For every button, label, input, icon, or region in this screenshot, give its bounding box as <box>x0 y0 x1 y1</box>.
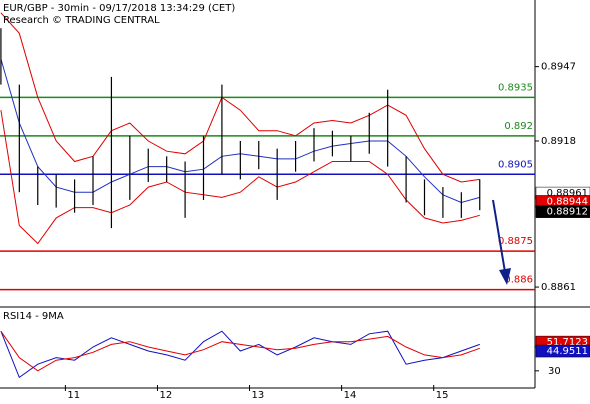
y-tick-label: 0.8947 <box>541 62 576 73</box>
x-tick-label: 15 <box>436 390 449 400</box>
chart-subtitle: Research © TRADING CENTRAL <box>3 15 160 26</box>
y-tick-label: 0.8918 <box>541 136 576 147</box>
level-label: 0.892 <box>504 121 533 132</box>
rsi-line <box>0 330 480 372</box>
forecast-arrow <box>492 199 506 273</box>
level-label-bg <box>500 235 534 248</box>
chart-title: EUR/GBP - 30min - 09/17/2018 13:34:29 (C… <box>3 3 235 14</box>
rsi-line <box>0 330 480 379</box>
price-tag-label: 51.7123 <box>547 337 588 348</box>
x-tick-label: 13 <box>252 390 265 400</box>
level-label-bg <box>500 158 534 171</box>
arrow-head <box>499 268 511 285</box>
price-tag <box>535 344 590 358</box>
price-tag-label: 44.9511 <box>547 346 588 357</box>
level-label: 0.8935 <box>498 82 533 93</box>
price-tag-label: 0.88961 <box>547 188 588 199</box>
price-tag-label: 0.88912 <box>547 207 588 218</box>
level-label-bg <box>500 119 534 132</box>
price-tag <box>535 205 590 218</box>
indicator-line <box>0 12 480 183</box>
x-tick-label: 11 <box>67 390 80 400</box>
indicator-line <box>0 58 480 204</box>
indicator-line <box>0 110 480 245</box>
level-label: 0.8905 <box>498 159 533 170</box>
y-tick-label: 30 <box>548 366 561 377</box>
price-tag-label: 0.88944 <box>547 196 588 207</box>
rsi-title: RSI14 - 9MA <box>3 311 64 322</box>
y-tick-label: 0.8861 <box>541 282 576 293</box>
level-label: 0.8875 <box>498 236 533 247</box>
level-label-bg <box>500 81 534 94</box>
x-tick-label: 14 <box>344 390 357 400</box>
level-label: 0.886 <box>504 275 533 286</box>
x-tick-label: 12 <box>159 390 172 400</box>
